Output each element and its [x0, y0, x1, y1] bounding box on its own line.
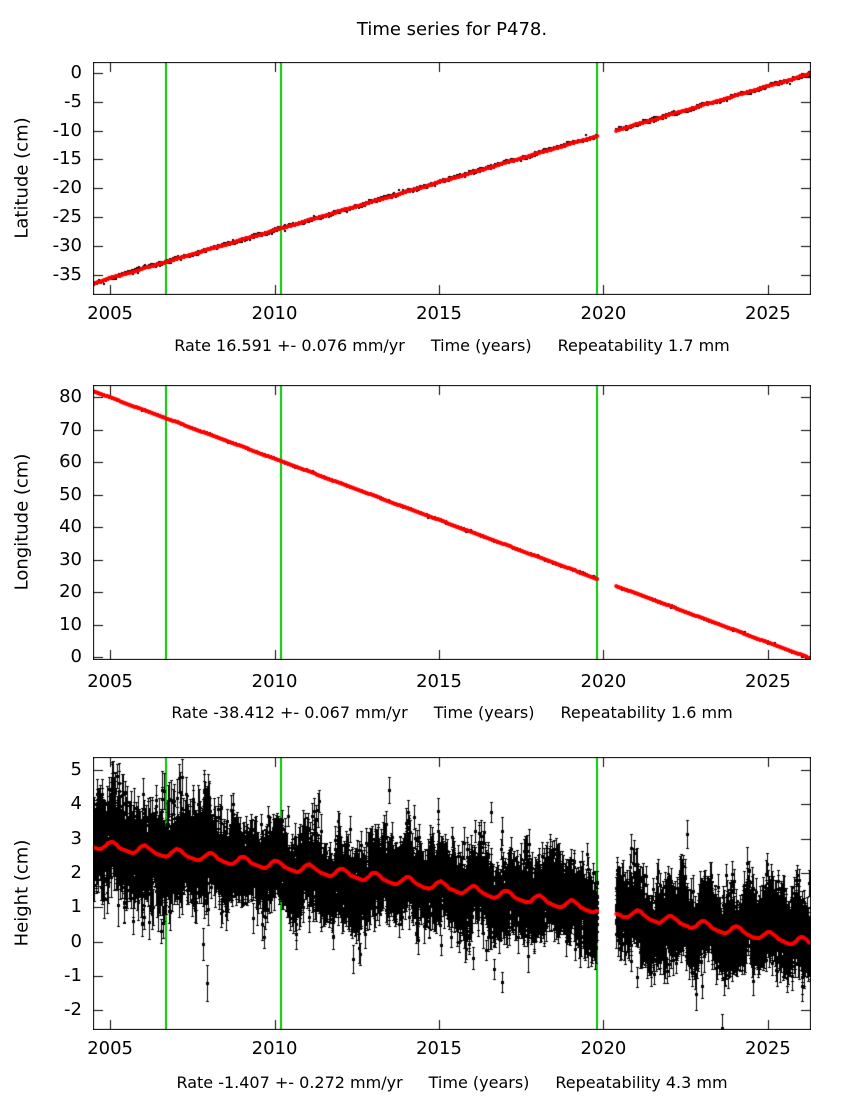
height-rate-label: Rate -1.407 +- 0.272 mm/yr — [176, 1073, 403, 1092]
longitude-plot-canvas — [93, 385, 811, 660]
y-tick-label: -20 — [52, 177, 82, 199]
y-tick-label: 2 — [70, 861, 82, 883]
y-tick-label: 40 — [59, 516, 82, 538]
y-tick-label: 10 — [59, 613, 82, 635]
x-tick-label: 2015 — [416, 1038, 462, 1059]
x-tick-label: 2010 — [251, 1038, 298, 1059]
y-tick-label: 50 — [59, 483, 82, 505]
longitude-repeatability-label: Repeatability 1.6 mm — [560, 703, 733, 722]
y-tick-label: -2 — [64, 999, 82, 1021]
y-tick-label: 5 — [70, 759, 82, 781]
longitude-caption: Rate -38.412 +- 0.067 mm/yr Time (years)… — [93, 703, 811, 722]
x-tick-label: 2020 — [580, 671, 627, 692]
latitude-plot-canvas — [93, 62, 811, 295]
y-tick-label: 3 — [70, 827, 82, 849]
figure-title: Time series for P478. — [356, 19, 548, 40]
x-tick-label: 2005 — [87, 303, 133, 324]
y-tick-label: 0 — [70, 646, 82, 668]
x-tick-label: 2020 — [580, 1038, 627, 1059]
x-tick-label: 2005 — [87, 671, 133, 692]
y-tick-label: 20 — [59, 581, 82, 603]
x-tick-label: 2010 — [251, 671, 298, 692]
y-tick-label: 0 — [70, 61, 82, 83]
y-tick-label: -30 — [52, 234, 82, 256]
y-tick-label: 70 — [59, 418, 82, 440]
y-tick-label: -10 — [52, 119, 82, 141]
height-repeatability-label: Repeatability 4.3 mm — [555, 1073, 728, 1092]
latitude-rate-label: Rate 16.591 +- 0.076 mm/yr — [174, 336, 405, 355]
y-tick-label: 4 — [70, 793, 82, 815]
height-axis-label: Height (cm) — [11, 839, 33, 947]
latitude-time-axis-label: Time (years) — [430, 336, 532, 355]
longitude-rate-label: Rate -38.412 +- 0.067 mm/yr — [171, 703, 408, 722]
latitude-repeatability-label: Repeatability 1.7 mm — [557, 336, 730, 355]
x-tick-label: 2005 — [87, 1038, 133, 1059]
x-tick-label: 2020 — [580, 303, 627, 324]
y-tick-label: -5 — [64, 90, 82, 112]
y-tick-label: 80 — [59, 386, 82, 408]
y-tick-label: 30 — [59, 548, 82, 570]
x-tick-label: 2025 — [745, 303, 791, 324]
y-tick-label: -35 — [52, 263, 82, 285]
longitude-time-axis-label: Time (years) — [433, 703, 535, 722]
y-tick-label: 1 — [70, 896, 82, 918]
y-tick-label: -25 — [52, 206, 82, 228]
x-tick-label: 2010 — [251, 303, 298, 324]
latitude-caption: Rate 16.591 +- 0.076 mm/yr Time (years) … — [93, 336, 811, 355]
height-caption: Rate -1.407 +- 0.272 mm/yr Time (years) … — [93, 1073, 811, 1092]
x-tick-label: 2025 — [745, 671, 791, 692]
x-tick-label: 2015 — [416, 303, 462, 324]
x-tick-label: 2015 — [416, 671, 462, 692]
height-plot-canvas — [93, 757, 811, 1030]
y-tick-label: 60 — [59, 451, 82, 473]
y-tick-label: -1 — [64, 964, 82, 986]
height-time-axis-label: Time (years) — [428, 1073, 530, 1092]
y-tick-label: 0 — [70, 930, 82, 952]
x-tick-label: 2025 — [745, 1038, 791, 1059]
y-tick-label: -15 — [52, 148, 82, 170]
